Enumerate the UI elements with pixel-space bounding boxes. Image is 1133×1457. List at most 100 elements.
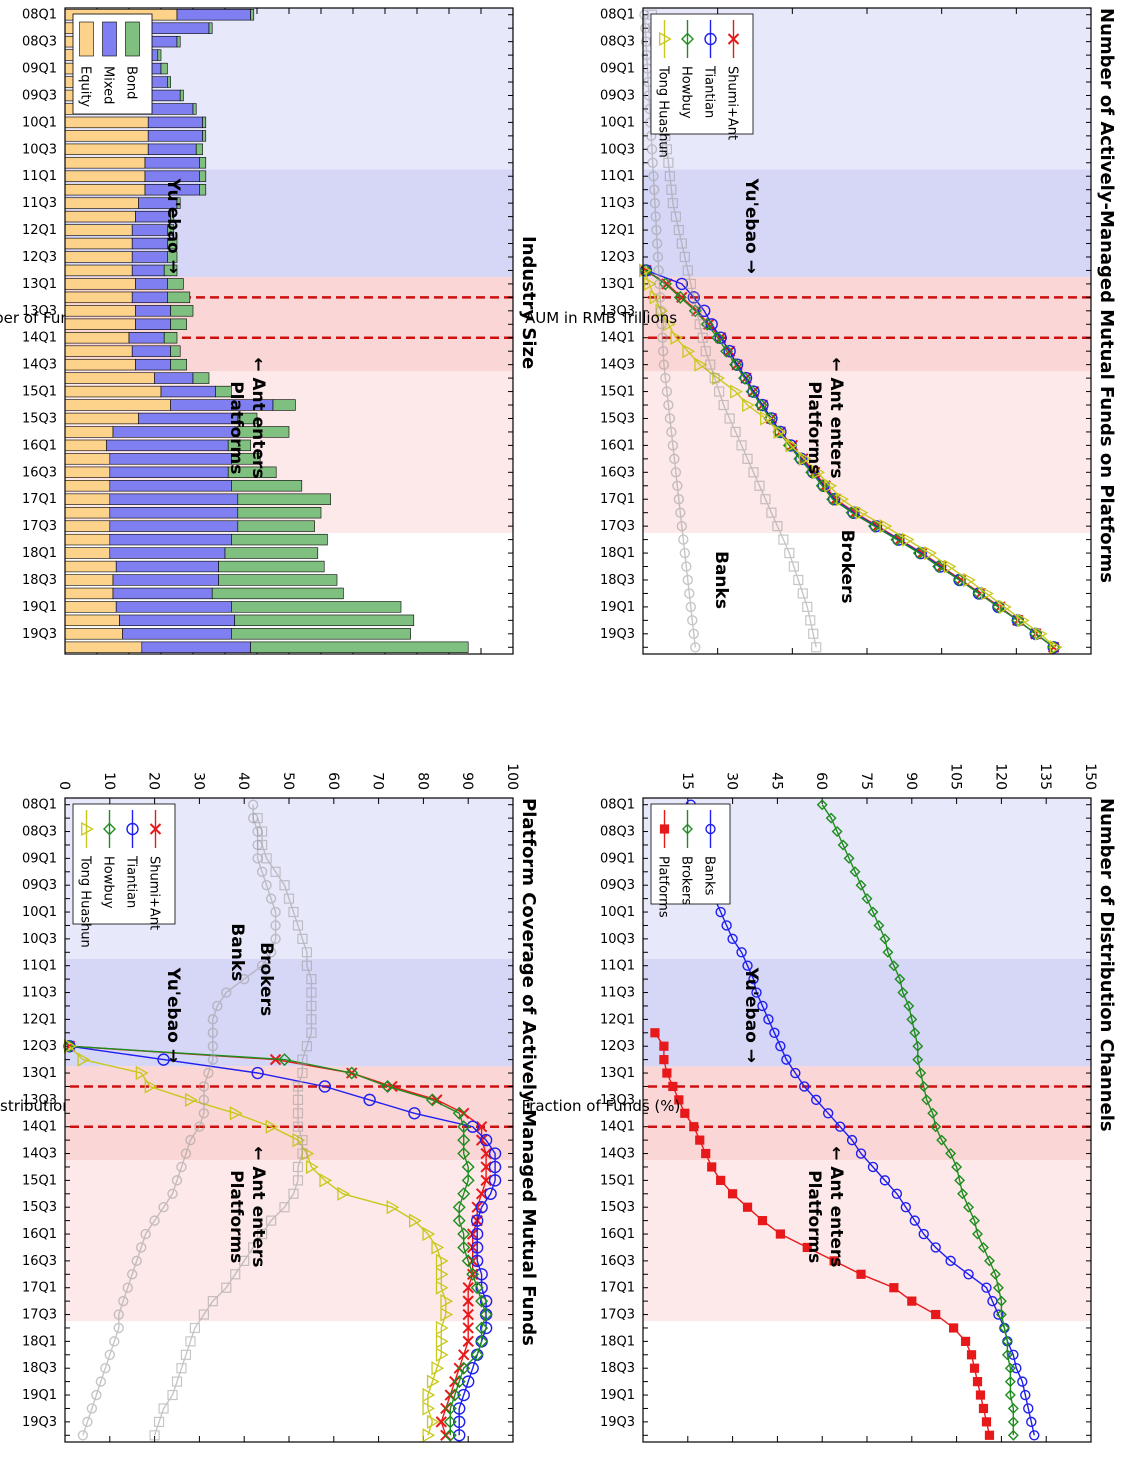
data-point [431,1240,445,1255]
data-point [1023,1403,1034,1414]
data-point [113,1309,124,1320]
x-tick-label: 18Q3 [600,573,635,588]
annotation-brokers: Brokers [837,530,857,604]
data-point [907,1296,917,1306]
bar-bond [202,130,207,142]
data-point [292,1108,304,1119]
data-point [785,438,799,453]
data-point [697,332,708,343]
data-point [301,960,313,971]
bar-bond [224,547,319,559]
data-point [662,317,676,332]
bar-equity [64,507,111,519]
data-point [949,1323,959,1333]
data-point [909,1027,921,1039]
bar-equity [64,560,117,573]
data-point [131,1255,142,1267]
data-point [742,960,753,971]
bar-bond [250,9,255,21]
y-tick-label: 90 [903,772,919,790]
data-point [256,866,268,877]
bar-equity [64,372,155,384]
x-tick-label: 13Q3 [22,1093,57,1108]
bar-equity [64,466,111,478]
data-point [772,425,786,439]
series-line [69,1045,496,1436]
data-point [122,1282,133,1293]
data-point [292,1161,304,1173]
x-tick-label: 15Q3 [22,1200,57,1215]
data-point [443,1401,457,1415]
bar-bond [211,587,344,600]
data-point [657,345,669,357]
data-point [470,1227,484,1241]
y-tick-label: 90 [459,772,475,790]
data-point [657,332,668,343]
x-tick-label: 14Q3 [22,358,57,373]
data-point [648,171,659,182]
series-line [82,804,277,1436]
data-point [301,1041,313,1052]
data-point [966,1350,977,1360]
bar-bond [199,170,207,182]
data-point [678,534,689,545]
data-point [673,290,687,304]
data-point [843,852,855,864]
series-tiantian [63,1040,502,1442]
bar-mixed [131,251,168,263]
data-point [149,1430,160,1441]
data-point [279,1202,290,1213]
bar-bond [237,520,315,532]
data-point [981,586,994,601]
x-tick-label: 15Q1 [600,385,635,400]
bar-bond [167,237,178,250]
data-point [189,1322,201,1334]
bar-equity [64,197,139,209]
data-point [846,1134,858,1146]
legend-label-shumi-ant: Shumi+Ant [725,66,740,140]
x-tick-label: 17Q1 [22,1281,57,1296]
bar-mixed [112,426,239,438]
data-point [457,1388,470,1402]
bar-bond [170,210,175,223]
legend: Bond Mixed Equity [72,13,153,115]
data-point [167,1389,178,1401]
data-point [879,1175,891,1186]
data-point [695,1135,705,1145]
y-tick-label: 135 [1037,763,1053,790]
data-point [292,1094,304,1105]
data-point [221,987,232,998]
data-point [171,1376,183,1387]
data-point [921,1094,933,1106]
data-point [297,1067,308,1079]
data-point [903,1000,915,1012]
data-point [951,1161,963,1173]
x-tick-label: 19Q1 [22,600,57,615]
data-point [462,1322,474,1334]
annotation-ant-line2: Platforms [804,381,824,474]
data-point [660,372,671,384]
bar-mixed [176,9,251,21]
annotation-ant: ← Ant entersPlatforms [226,1146,268,1267]
bar-bond [237,507,322,519]
legend-label-platforms: Platforms [656,856,671,918]
data-point [270,866,281,877]
data-point [790,1067,801,1079]
bar-bond [167,251,178,263]
data-point [788,561,799,572]
bar-bond [234,614,415,627]
bar-bond [237,493,331,505]
data-point [707,1162,717,1172]
bar-mixed [131,264,165,277]
data-point [462,1295,474,1307]
y-tick-label: 20 [146,772,162,790]
bar-mixed [131,224,168,236]
data-point [140,1228,151,1240]
x-tick-label: 12Q3 [22,1039,57,1054]
data-point [448,1388,462,1402]
data-point [198,1309,209,1320]
shade-2011-2012 [65,169,513,278]
data-point [705,823,716,835]
y-axis-label: AUM in RMB Trillions [525,309,677,327]
data-point [694,319,705,330]
